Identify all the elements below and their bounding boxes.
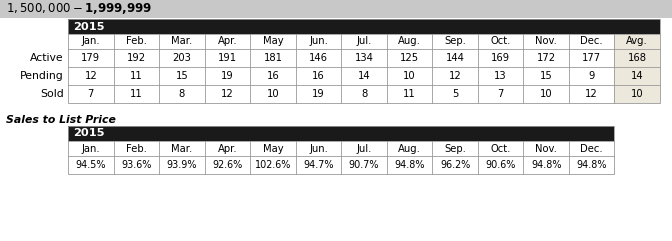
Bar	[614, 49, 660, 67]
Text: Feb.: Feb.	[126, 143, 146, 154]
Text: 12: 12	[585, 89, 598, 99]
Text: 96.2%: 96.2%	[440, 160, 470, 170]
Text: Jul.: Jul.	[356, 36, 372, 47]
Bar	[614, 85, 660, 103]
Text: 94.5%: 94.5%	[75, 160, 106, 170]
Bar	[68, 126, 614, 141]
Text: 179: 179	[81, 53, 100, 63]
Text: 192: 192	[127, 53, 146, 63]
Text: Oct.: Oct.	[491, 36, 511, 47]
Text: 14: 14	[631, 71, 644, 81]
Text: 144: 144	[446, 53, 464, 63]
Text: 14: 14	[358, 71, 370, 81]
Text: 9: 9	[589, 71, 595, 81]
Text: 7: 7	[497, 89, 504, 99]
Text: 11: 11	[130, 89, 142, 99]
Bar	[68, 49, 660, 67]
Text: Sep.: Sep.	[444, 36, 466, 47]
Text: May: May	[263, 36, 283, 47]
Text: 134: 134	[355, 53, 374, 63]
Text: 12: 12	[85, 71, 97, 81]
Text: Pending: Pending	[20, 71, 64, 81]
Text: Nov.: Nov.	[535, 36, 557, 47]
Text: 94.8%: 94.8%	[577, 160, 607, 170]
Text: 2015: 2015	[73, 128, 105, 139]
Bar	[68, 19, 660, 34]
Bar	[68, 126, 614, 174]
Text: 11: 11	[403, 89, 416, 99]
Text: Sales to List Price: Sales to List Price	[6, 115, 116, 125]
Text: 169: 169	[491, 53, 510, 63]
Text: Jul.: Jul.	[356, 143, 372, 154]
Text: 93.9%: 93.9%	[167, 160, 197, 170]
Text: Sold: Sold	[40, 89, 64, 99]
Text: Feb.: Feb.	[126, 36, 146, 47]
Text: 10: 10	[267, 89, 280, 99]
Text: 90.6%: 90.6%	[485, 160, 516, 170]
Text: 12: 12	[221, 89, 234, 99]
Text: Oct.: Oct.	[491, 143, 511, 154]
Text: 93.6%: 93.6%	[121, 160, 151, 170]
Text: 177: 177	[582, 53, 601, 63]
Text: 92.6%: 92.6%	[212, 160, 243, 170]
Text: 11: 11	[130, 71, 142, 81]
Text: 125: 125	[400, 53, 419, 63]
Text: 146: 146	[309, 53, 328, 63]
Text: Active: Active	[30, 53, 64, 63]
Text: Jun.: Jun.	[309, 36, 328, 47]
Text: 16: 16	[267, 71, 280, 81]
Text: 90.7%: 90.7%	[349, 160, 379, 170]
Bar	[68, 34, 660, 49]
Bar	[0, 0, 672, 18]
Text: Sep.: Sep.	[444, 143, 466, 154]
Text: 203: 203	[173, 53, 192, 63]
Text: Aug.: Aug.	[398, 143, 421, 154]
Text: Jun.: Jun.	[309, 143, 328, 154]
Text: 10: 10	[540, 89, 552, 99]
Text: 7: 7	[87, 89, 94, 99]
Text: 15: 15	[175, 71, 188, 81]
Text: 181: 181	[263, 53, 282, 63]
Text: Nov.: Nov.	[535, 143, 557, 154]
Bar	[68, 85, 660, 103]
Text: 19: 19	[312, 89, 325, 99]
Text: 94.7%: 94.7%	[303, 160, 334, 170]
Text: Jan.: Jan.	[81, 36, 100, 47]
Bar	[68, 156, 614, 174]
Text: 191: 191	[218, 53, 237, 63]
Text: Avg.: Avg.	[626, 36, 648, 47]
Text: Apr.: Apr.	[218, 36, 237, 47]
Text: 10: 10	[631, 89, 644, 99]
Bar	[68, 141, 614, 156]
Text: 8: 8	[179, 89, 185, 99]
Text: 15: 15	[540, 71, 552, 81]
Text: 19: 19	[221, 71, 234, 81]
Text: Mar.: Mar.	[171, 36, 192, 47]
Text: 94.8%: 94.8%	[394, 160, 425, 170]
Text: Apr.: Apr.	[218, 143, 237, 154]
Bar	[68, 19, 660, 103]
Text: 94.8%: 94.8%	[531, 160, 561, 170]
Bar	[614, 34, 660, 49]
Text: Mar.: Mar.	[171, 143, 192, 154]
Text: Aug.: Aug.	[398, 36, 421, 47]
Text: 13: 13	[495, 71, 507, 81]
Text: 2015: 2015	[73, 21, 105, 32]
Text: 168: 168	[628, 53, 646, 63]
Text: 12: 12	[449, 71, 462, 81]
Text: 172: 172	[536, 53, 556, 63]
Text: May: May	[263, 143, 283, 154]
Bar	[68, 67, 660, 85]
Text: Dec.: Dec.	[581, 36, 603, 47]
Text: Dec.: Dec.	[581, 143, 603, 154]
Text: 8: 8	[361, 89, 367, 99]
Text: 10: 10	[403, 71, 416, 81]
Bar	[614, 67, 660, 85]
Text: 16: 16	[312, 71, 325, 81]
Text: 5: 5	[452, 89, 458, 99]
Text: 102.6%: 102.6%	[255, 160, 291, 170]
Text: Jan.: Jan.	[81, 143, 100, 154]
Text: $1,500,000 - $1,999,999: $1,500,000 - $1,999,999	[6, 1, 153, 16]
